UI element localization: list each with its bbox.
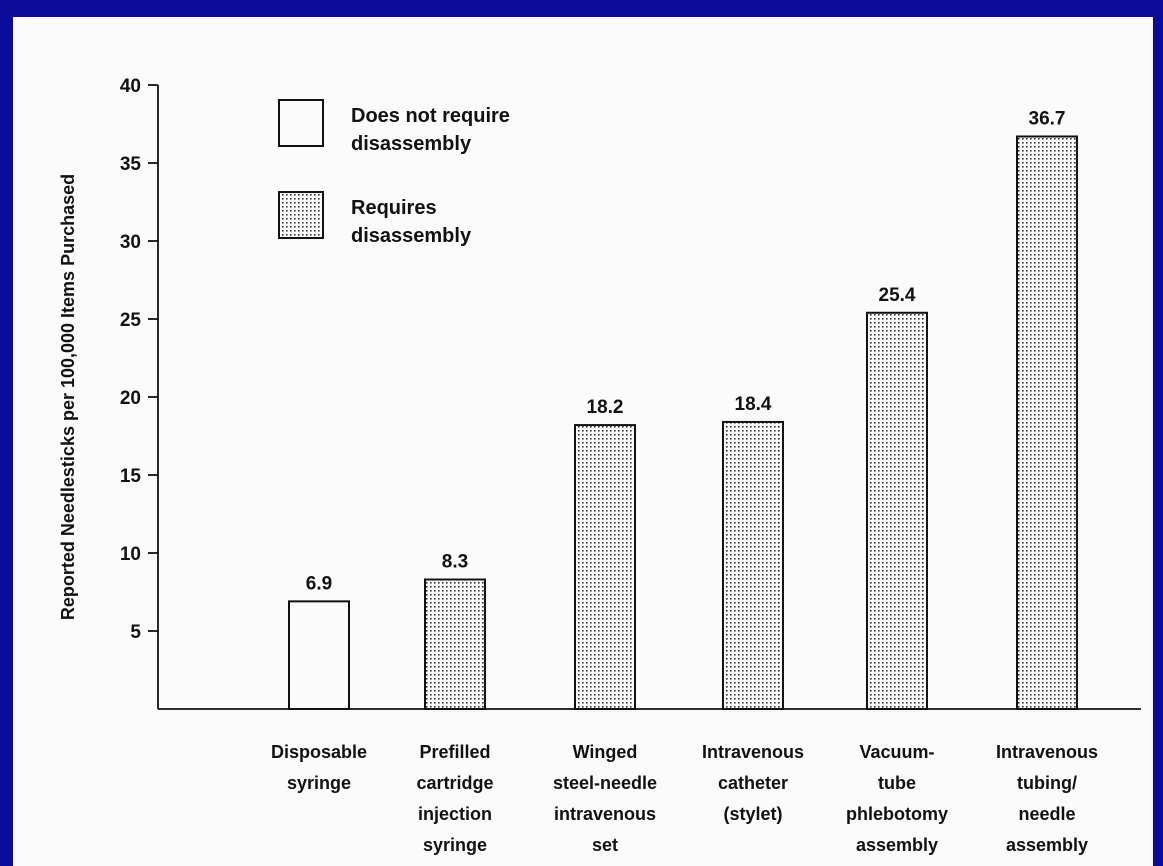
category-label: Disposable syringe bbox=[271, 742, 367, 793]
legend-swatch bbox=[278, 99, 324, 147]
y-tick-label: 30 bbox=[120, 232, 141, 253]
category-label-line: Intravenous bbox=[702, 742, 804, 762]
category-label-line: assembly bbox=[856, 835, 938, 855]
category-label-line: tube bbox=[878, 773, 916, 793]
category-label-line: Intravenous bbox=[996, 742, 1098, 762]
bar bbox=[424, 578, 486, 711]
category-label-line: syringe bbox=[287, 773, 351, 793]
category-label: Intravenous catheter (stylet) bbox=[702, 742, 804, 824]
category-label: Winged steel-needle intravenous set bbox=[553, 742, 657, 855]
legend-swatch bbox=[278, 191, 324, 239]
chart-frame: 5 10 15 20 25 30 35 40 Reported Needlesticks per… bbox=[13, 17, 1153, 866]
bar bbox=[866, 311, 928, 710]
category-label-line: Prefilled bbox=[419, 742, 490, 762]
legend: Does not require disassembly Requires disas… bbox=[278, 99, 510, 247]
category-label-line: set bbox=[592, 835, 618, 855]
legend-label: Requires disassembly bbox=[351, 197, 472, 247]
y-axis-label: Reported Needlesticks per 100,000 Items … bbox=[58, 174, 78, 620]
legend-label-line: Does not require bbox=[351, 105, 510, 127]
legend-label: Does not require disassembly bbox=[351, 105, 510, 155]
y-tick-label: 40 bbox=[120, 76, 141, 97]
bar bbox=[288, 600, 350, 710]
category-label-line: Winged bbox=[573, 742, 638, 762]
bar bbox=[1016, 135, 1078, 711]
category-label-line: syringe bbox=[423, 835, 487, 855]
category-label-line: phlebotomy bbox=[846, 804, 948, 824]
bar bbox=[574, 424, 636, 710]
bar-value-label: 18.4 bbox=[735, 394, 772, 415]
bar-value-label: 8.3 bbox=[442, 552, 468, 573]
legend-label-line: disassembly bbox=[351, 133, 472, 155]
y-tick-label: 25 bbox=[120, 310, 142, 331]
bar bbox=[722, 420, 784, 710]
category-label-line: cartridge bbox=[416, 773, 493, 793]
y-tick-label: 15 bbox=[120, 466, 142, 487]
category-label: Prefilled cartridge injection syringe bbox=[416, 742, 493, 855]
y-tick-label: 5 bbox=[130, 622, 141, 643]
category-label-line: catheter bbox=[718, 773, 788, 793]
category-label-line: intravenous bbox=[554, 804, 656, 824]
category-label-line: needle bbox=[1018, 804, 1075, 824]
y-tick-label: 20 bbox=[120, 388, 141, 409]
category-label-line: (stylet) bbox=[723, 804, 782, 824]
legend-label-line: disassembly bbox=[351, 225, 472, 247]
bar-value-label: 6.9 bbox=[306, 573, 332, 594]
category-label-line: injection bbox=[418, 804, 492, 824]
bar-value-label: 36.7 bbox=[1029, 108, 1066, 129]
category-label: Intravenous tubing/needle assembly bbox=[996, 742, 1098, 855]
bar-value-label: 25.4 bbox=[879, 285, 916, 306]
y-tick-label: 10 bbox=[120, 544, 141, 565]
category-label-line: Disposable bbox=[271, 742, 367, 762]
category-label-line: tubing/ bbox=[1017, 773, 1077, 793]
bars: 6.9 Disposable syringe 8.3 Prefilled cartridg… bbox=[271, 108, 1098, 855]
bar-value-label: 18.2 bbox=[587, 397, 624, 418]
category-label: Vacuum-tube phlebotomy assembly bbox=[846, 742, 948, 855]
category-label-line: steel-needle bbox=[553, 773, 657, 793]
legend-label-line: Requires bbox=[351, 197, 437, 219]
y-tick-label: 35 bbox=[120, 154, 142, 175]
bar-chart: 5 10 15 20 25 30 35 40 Reported Needlesticks per… bbox=[58, 76, 1141, 855]
category-label-line: Vacuum- bbox=[859, 742, 934, 762]
category-label-line: assembly bbox=[1006, 835, 1088, 855]
